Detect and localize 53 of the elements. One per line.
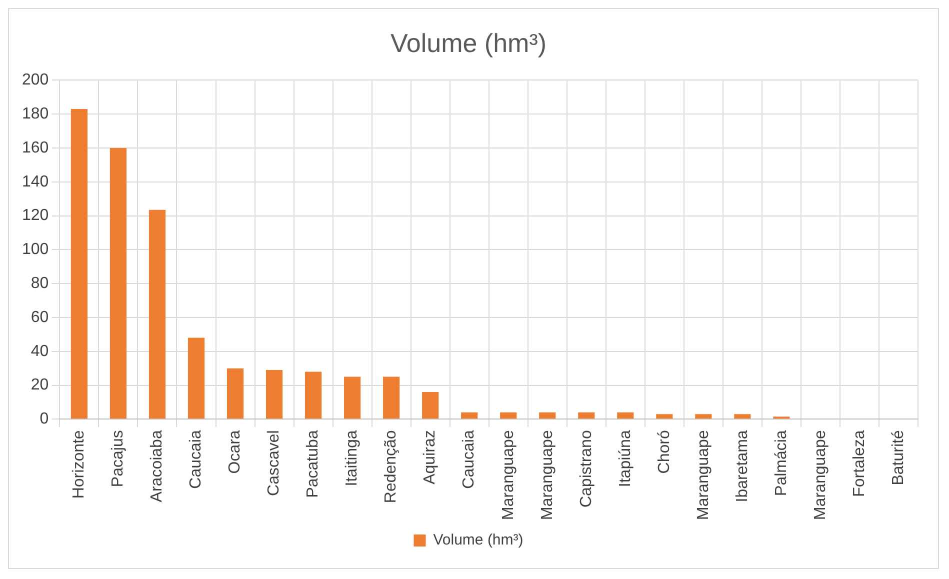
x-tick-label: Cascavel: [266, 430, 283, 496]
y-tick-label: 60: [30, 308, 49, 326]
x-tick-label: Maranguape: [500, 430, 517, 520]
bar: [422, 392, 439, 419]
x-tick-label: Pacajus: [110, 430, 127, 488]
y-tick-label: 180: [22, 106, 49, 122]
y-tick-label: 80: [30, 274, 49, 292]
x-tick-label: Maranguape: [538, 430, 556, 520]
y-tick-label: 20: [30, 376, 49, 394]
x-tick-label: Palmácia: [772, 430, 790, 496]
y-tick-label: 40: [30, 342, 49, 360]
x-tick-label: Redenção: [382, 430, 400, 504]
y-tick-label: 160: [22, 139, 49, 156]
x-tick-label: Maranguape: [694, 430, 712, 520]
x-tick-label: Maranguape: [812, 430, 829, 520]
bar: [148, 210, 166, 419]
bar: [70, 109, 88, 419]
bar: [539, 412, 556, 419]
y-tick-label: 120: [22, 207, 49, 224]
bar: [266, 370, 283, 419]
bar: [226, 368, 244, 419]
legend-label: Volume (hm³): [433, 532, 524, 549]
x-tick-label: Caucaia: [460, 430, 478, 489]
y-tick-label: 100: [22, 241, 49, 258]
x-tick-label: Baturité: [890, 430, 907, 486]
bar: [734, 414, 751, 419]
x-tick-label: Caucaia: [188, 430, 205, 489]
y-tick-label: 0: [40, 410, 49, 428]
bar: [344, 376, 361, 419]
bar: [304, 372, 322, 419]
x-tick-label: Itaitinga: [344, 430, 361, 486]
x-tick-label: Ibaretama: [734, 430, 751, 502]
x-tick-label: Ocara: [226, 430, 244, 474]
bar: [188, 338, 205, 419]
x-tick-label: Choró: [656, 430, 673, 474]
bar: [500, 412, 517, 419]
x-tick-label: Aracoiaba: [148, 430, 166, 502]
x-tick-label: Capistrano: [578, 430, 595, 508]
y-tick-label: 140: [22, 173, 49, 190]
bar: [617, 412, 634, 419]
y-tick-label: 200: [22, 72, 49, 89]
x-tick-label: Horizonte: [70, 430, 88, 499]
bar: [656, 414, 673, 419]
x-tick-label: Itapiúna: [616, 430, 634, 488]
bar: [695, 414, 712, 419]
chart-title: Volume (hm³): [390, 28, 547, 58]
x-tick-label: Fortaleza: [850, 430, 868, 497]
bar: [110, 148, 127, 419]
bar: [461, 412, 478, 419]
bar: [578, 412, 595, 419]
x-tick-label: Aquiraz: [422, 430, 439, 484]
x-tick-label: Pacatuba: [304, 430, 322, 498]
bar: [383, 376, 400, 419]
